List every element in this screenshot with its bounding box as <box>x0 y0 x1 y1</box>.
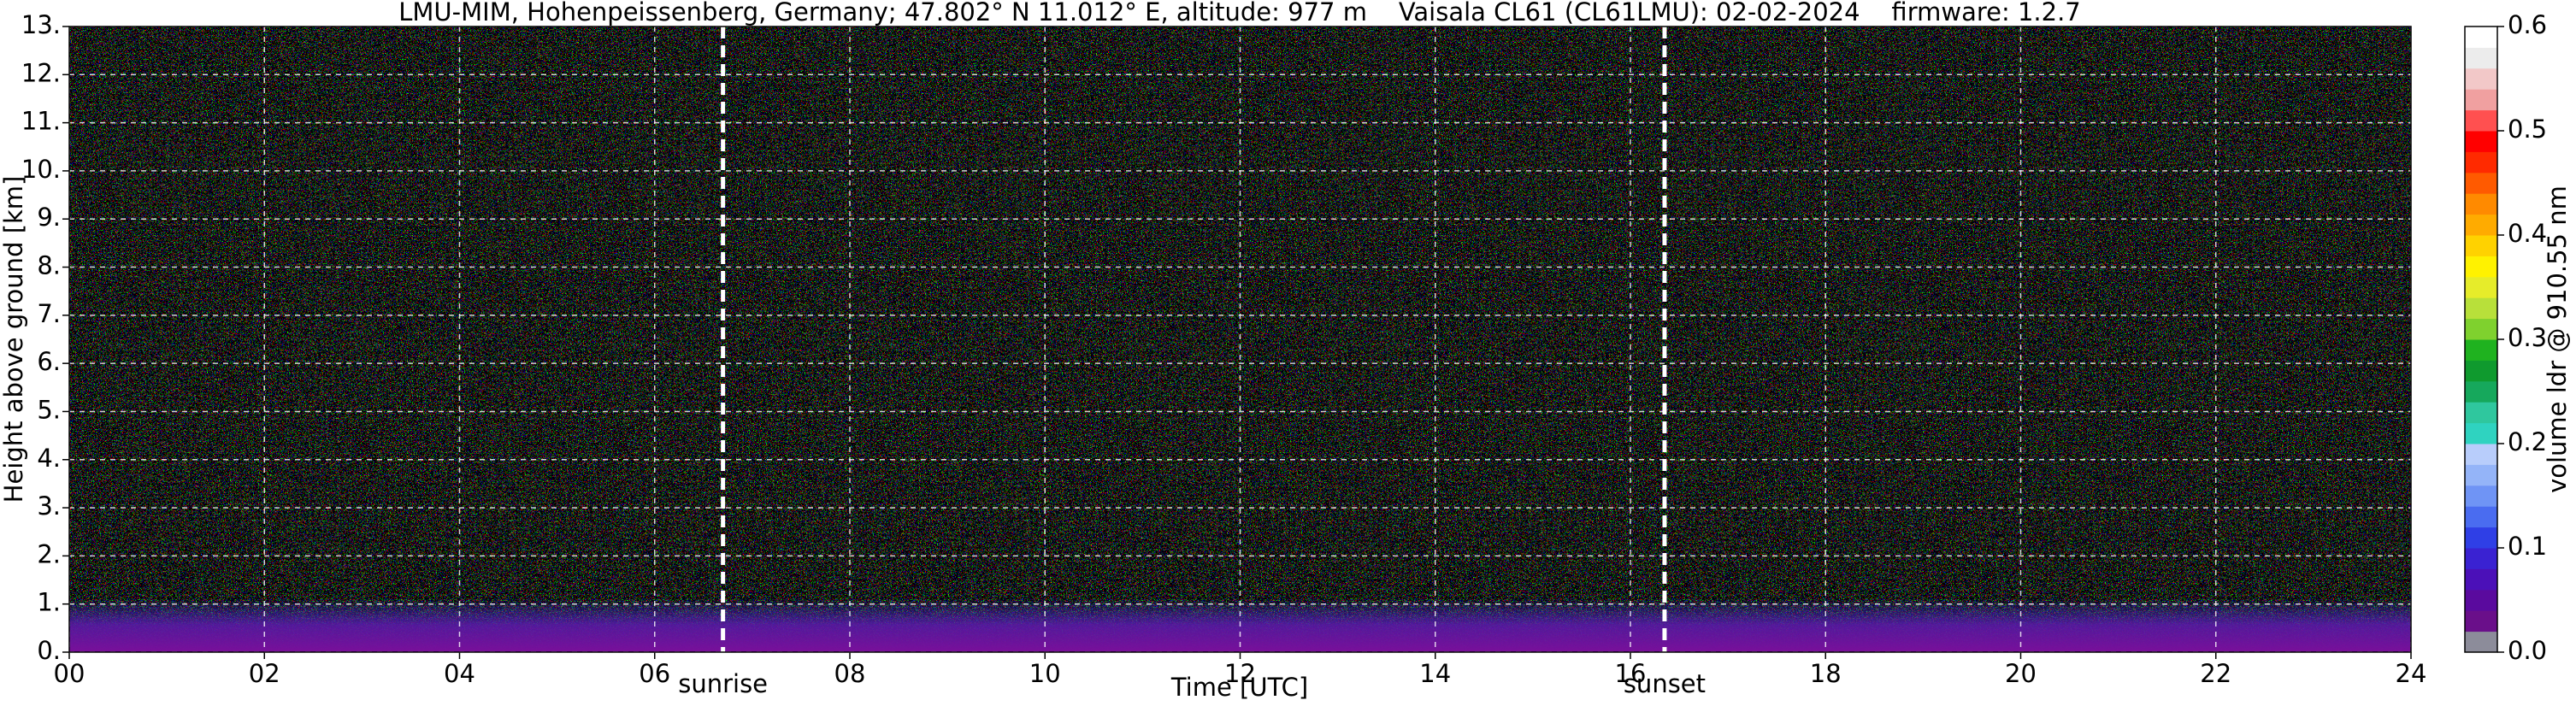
annotation-label: sunrise <box>678 669 768 698</box>
colorbar-tick-label: 0.2 <box>2508 427 2547 456</box>
x-tick-label: 00 <box>54 659 85 688</box>
colorbar-segment <box>2465 610 2497 632</box>
colorbar-tick-label: 0.5 <box>2508 115 2547 144</box>
colorbar-tick-label: 0.4 <box>2508 219 2547 248</box>
x-tick-label: 24 <box>2396 659 2427 688</box>
colorbar-segment <box>2465 297 2497 320</box>
colorbar-segment <box>2465 256 2497 278</box>
y-tick-label: 9. <box>37 203 61 232</box>
colorbar-segment <box>2465 109 2497 132</box>
colorbar-segment <box>2465 26 2497 48</box>
colorbar-segment <box>2465 402 2497 424</box>
colorbar-label: volume ldr @ 910.55 nm <box>2543 185 2572 493</box>
y-tick-label: 2. <box>37 539 61 568</box>
colorbar-segment <box>2465 422 2497 444</box>
x-tick-label: 14 <box>1419 659 1451 688</box>
plot-frame <box>68 26 2412 653</box>
y-tick-label: 12. <box>21 58 61 87</box>
y-tick-label: 0. <box>37 636 61 665</box>
x-tick-label: 04 <box>444 659 475 688</box>
colorbar-segment <box>2465 527 2497 549</box>
y-tick-label: 5. <box>37 395 61 424</box>
x-tick-label: 18 <box>1810 659 1842 688</box>
colorbar-segment <box>2465 568 2497 591</box>
axes: 00 02 04 06 08 10 12 14 16 18 20 22 24 0. 1. 2. 3. 4. 5. 6.… <box>21 10 2547 698</box>
colorbar-segment <box>2465 68 2497 90</box>
colorbar-segment <box>2465 131 2497 152</box>
y-axis-label: Height above ground [km] <box>0 176 28 503</box>
colorbar-segment <box>2465 589 2497 611</box>
colorbar-segment <box>2465 193 2497 215</box>
y-tick-label: 1. <box>37 588 61 617</box>
x-tick-label: 22 <box>2200 659 2231 688</box>
colorbar-segment <box>2465 318 2497 340</box>
annotation-label: sunset <box>1624 669 1706 698</box>
y-tick-label: 6. <box>37 347 61 376</box>
colorbar-segment <box>2465 380 2497 403</box>
y-tick-label: 10. <box>21 155 61 184</box>
y-tick-label: 3. <box>37 491 61 521</box>
colorbar-segment <box>2465 464 2497 486</box>
x-tick-label: 08 <box>834 659 866 688</box>
colorbar-segment <box>2465 360 2497 382</box>
y-tick-label: 4. <box>37 444 61 473</box>
colorbar-segment <box>2465 214 2497 236</box>
colorbar-segment <box>2465 506 2497 528</box>
x-tick-label: 16 <box>1615 659 1647 688</box>
y-tick-label: 7. <box>37 299 61 328</box>
colorbar-segment <box>2465 89 2497 111</box>
chart-title: LMU-MIM, Hohenpeissenberg, Germany; 47.8… <box>398 0 2081 26</box>
colorbar-segment <box>2465 631 2497 653</box>
colorbar-tick-label: 0.3 <box>2508 323 2547 352</box>
colorbar-segment <box>2465 235 2497 256</box>
colorbar-segment <box>2465 485 2497 507</box>
x-tick-label: 12 <box>1224 659 1256 688</box>
x-tick-label: 06 <box>639 659 670 688</box>
colorbar-segment <box>2465 172 2497 194</box>
y-tick-label: 8. <box>37 251 61 280</box>
colorbar-segment <box>2465 47 2497 69</box>
x-tick-label: 10 <box>1029 659 1061 688</box>
colorbar-tick-label: 0.0 <box>2508 636 2547 665</box>
colorbar-segment <box>2465 276 2497 298</box>
colorbar-segment <box>2465 339 2497 361</box>
colorbar-segment <box>2465 548 2497 569</box>
colorbar-segment <box>2465 444 2497 465</box>
y-tick-label: 11. <box>21 107 61 136</box>
x-tick-label: 02 <box>249 659 280 688</box>
x-axis-label: Time [UTC] <box>1170 673 1308 702</box>
colorbar-tick-label: 0.1 <box>2508 532 2547 561</box>
y-tick-label: 13. <box>21 10 61 39</box>
colorbar-segment <box>2465 151 2497 174</box>
colorbar-tick-label: 0.6 <box>2508 10 2547 39</box>
x-tick-label: 20 <box>2005 659 2037 688</box>
